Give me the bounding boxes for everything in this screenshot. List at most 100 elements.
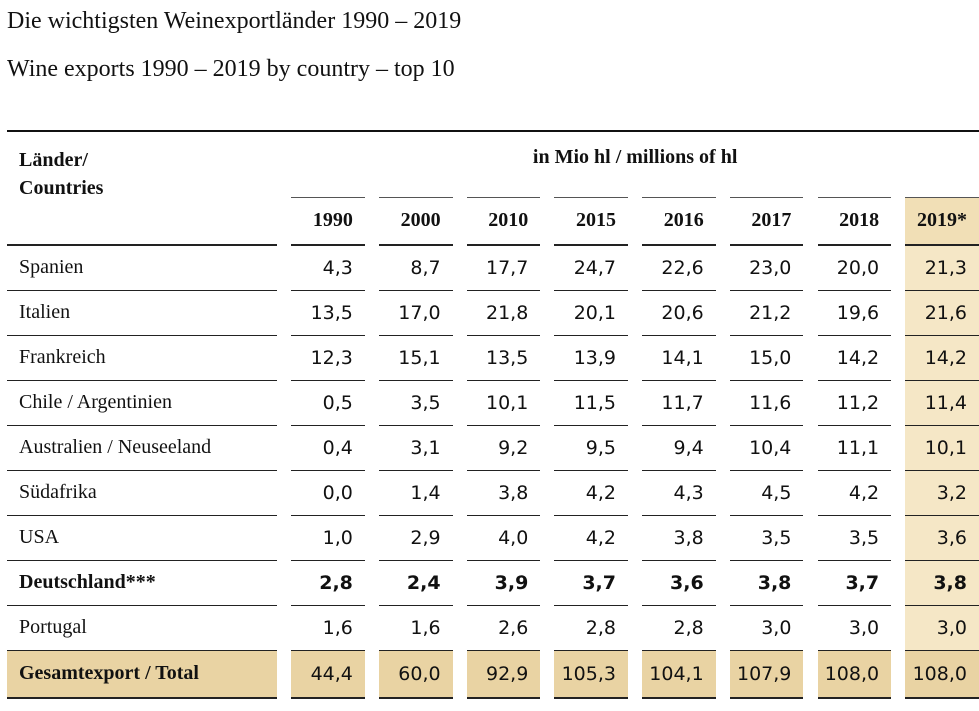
column-gap <box>716 197 730 244</box>
column-gap <box>277 605 291 650</box>
column-gap <box>540 197 554 244</box>
column-gap <box>628 425 642 470</box>
title-german: Die wichtigsten Weinexportländer 1990 – … <box>7 8 462 34</box>
column-gap <box>277 650 291 698</box>
column-gap <box>628 650 642 698</box>
column-gap <box>628 335 642 380</box>
column-gap <box>365 470 379 515</box>
column-gap <box>365 290 379 335</box>
value-cell: 14,2 <box>817 335 892 381</box>
year-header-2017: 2017 <box>729 196 804 244</box>
column-gap <box>365 605 379 650</box>
column-gap <box>540 650 554 698</box>
column-gap <box>365 425 379 470</box>
total-value-cell: 105,3 <box>554 649 628 699</box>
column-gap <box>453 425 467 470</box>
total-value-cell: 60,0 <box>379 649 453 699</box>
column-gap <box>540 425 554 470</box>
value-cell: 3,8 <box>905 560 979 606</box>
column-header-countries: Länder/Countries <box>7 130 278 244</box>
value-cell: 0,5 <box>291 380 365 426</box>
column-gap <box>277 380 291 425</box>
column-gap <box>453 245 467 291</box>
value-cell: 4,2 <box>817 470 892 516</box>
value-cell: 3,8 <box>642 515 716 561</box>
value-cell: 23,0 <box>729 244 804 291</box>
column-gap <box>365 380 379 425</box>
value-cell: 2,8 <box>554 605 628 651</box>
total-value-cell: 92,9 <box>466 649 541 699</box>
column-gap <box>628 245 642 291</box>
column-gap <box>365 650 379 698</box>
column-gap <box>716 515 730 560</box>
value-cell: 1,6 <box>291 605 365 651</box>
column-gap <box>716 335 730 380</box>
header-spacer <box>277 130 292 197</box>
value-cell: 1,4 <box>379 470 453 516</box>
value-cell: 11,7 <box>642 380 716 426</box>
column-gap <box>540 335 554 380</box>
column-gap <box>453 290 467 335</box>
column-gap <box>628 515 642 560</box>
column-gap <box>716 425 730 470</box>
total-value-cell: 108,0 <box>817 649 892 699</box>
column-gap <box>803 290 817 335</box>
value-cell: 20,0 <box>817 244 892 291</box>
value-cell: 9,5 <box>554 425 628 471</box>
value-cell: 21,3 <box>905 244 979 291</box>
column-gap <box>803 380 817 425</box>
year-header-2018: 2018 <box>817 196 892 244</box>
year-header-2019: 2019* <box>905 196 979 244</box>
table-row: Chile / Argentinien 0,5 3,5 10,1 11,5 11,7 11,… <box>7 380 979 426</box>
column-gap <box>716 650 730 698</box>
value-cell: 4,2 <box>554 515 628 561</box>
column-gap <box>540 290 554 335</box>
table-row: Deutschland*** 2,8 2,4 3,9 3,7 3,6 3,8 3,7 3,8 <box>7 560 979 606</box>
value-cell: 11,4 <box>905 380 979 426</box>
value-cell: 22,6 <box>642 244 716 291</box>
column-gap <box>716 560 730 605</box>
column-gap <box>540 380 554 425</box>
value-cell: 3,6 <box>642 560 716 606</box>
column-gap <box>365 515 379 560</box>
column-gap <box>540 560 554 605</box>
value-cell: 3,0 <box>905 605 979 651</box>
value-cell: 20,1 <box>554 290 628 336</box>
total-value-cell: 107,9 <box>729 649 804 699</box>
value-cell: 3,9 <box>466 560 541 606</box>
country-name: Spanien <box>7 244 278 291</box>
value-cell: 21,6 <box>905 290 979 336</box>
value-cell: 3,6 <box>905 515 979 561</box>
total-value-cell: 104,1 <box>642 649 716 699</box>
value-cell: 3,7 <box>817 560 892 606</box>
value-cell: 24,7 <box>554 244 628 291</box>
column-gap <box>716 290 730 335</box>
country-name: Südafrika <box>7 470 278 516</box>
value-cell: 13,5 <box>291 290 365 336</box>
value-cell: 4,5 <box>729 470 804 516</box>
year-header-1990: 1990 <box>291 196 365 244</box>
table-row: Spanien 4,3 8,7 17,7 24,7 22,6 23,0 20,0 21,3 <box>7 244 979 291</box>
title-english: Wine exports 1990 – 2019 by country – to… <box>7 56 455 82</box>
value-cell: 2,6 <box>466 605 541 651</box>
column-gap <box>803 560 817 605</box>
country-name: Portugal <box>7 605 278 651</box>
value-cell: 10,4 <box>729 425 804 471</box>
value-cell: 8,7 <box>379 244 453 291</box>
total-label: Gesamtexport / Total <box>7 649 278 699</box>
column-gap <box>803 515 817 560</box>
column-gap <box>277 470 291 515</box>
value-cell: 1,6 <box>379 605 453 651</box>
value-cell: 10,1 <box>905 425 979 471</box>
column-gap <box>891 197 905 244</box>
column-gap <box>540 515 554 560</box>
value-cell: 3,5 <box>817 515 892 561</box>
column-gap <box>628 380 642 425</box>
column-gap <box>716 380 730 425</box>
column-gap <box>277 425 291 470</box>
column-gap <box>540 470 554 515</box>
value-cell: 3,8 <box>466 470 541 516</box>
column-gap <box>628 290 642 335</box>
column-gap <box>365 335 379 380</box>
table-row: Italien 13,5 17,0 21,8 20,1 20,6 21,2 19,6 21,6 <box>7 290 979 336</box>
